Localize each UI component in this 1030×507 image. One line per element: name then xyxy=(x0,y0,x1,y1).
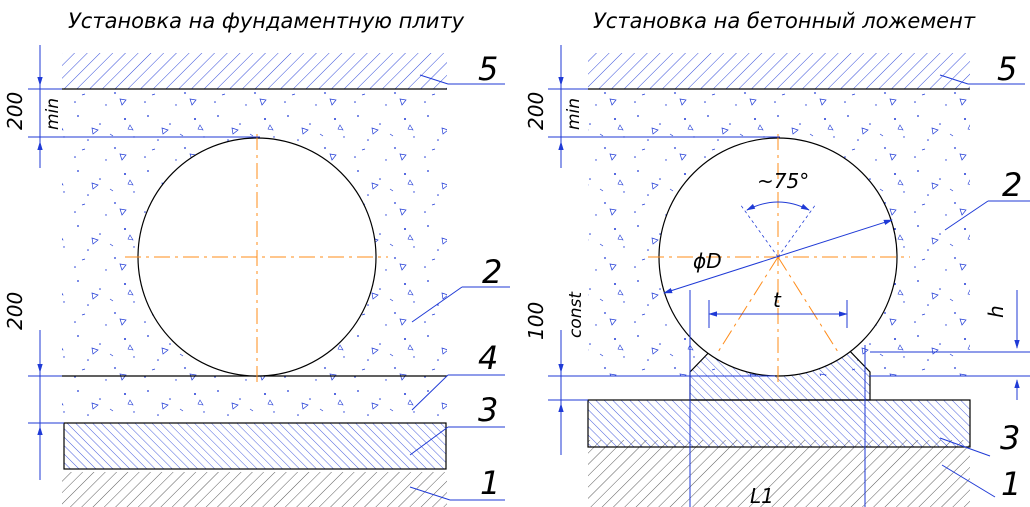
left-dim-top-value: 200 xyxy=(3,92,27,130)
right-title: Установка на бетонный ложемент xyxy=(593,9,976,33)
left-panel: Установка на фундаментную плиту 200 min … xyxy=(3,9,510,507)
right-ground xyxy=(588,440,970,507)
left-foundation-plate xyxy=(63,422,447,470)
right-dim-mid-value: 100 xyxy=(524,302,548,340)
left-callout-2: 2 xyxy=(482,253,502,291)
right-top-slab xyxy=(588,53,970,89)
left-title: Установка на фундаментную плиту xyxy=(68,9,465,33)
right-angle-label: ~75° xyxy=(757,169,809,193)
left-top-slab xyxy=(62,53,447,89)
right-dim-top-value: 200 xyxy=(524,92,548,130)
left-ground xyxy=(62,472,447,507)
left-callout-1: 1 xyxy=(480,464,500,502)
right-height-label: h xyxy=(984,305,1008,318)
right-callout-3: 3 xyxy=(1000,419,1020,457)
right-diameter-line xyxy=(663,219,893,294)
right-length-label: L1 xyxy=(750,484,774,507)
right-panel: Установка на бетонный ложемент ~75° ϕD t xyxy=(524,9,1030,507)
right-callout-2: 2 xyxy=(1002,166,1022,204)
right-callout-1: 1 xyxy=(1001,465,1021,503)
left-callout-3: 3 xyxy=(478,391,498,429)
left-callout-5: 5 xyxy=(478,50,498,88)
left-callout-4: 4 xyxy=(478,339,498,377)
right-chord-label: t xyxy=(773,288,782,312)
right-foundation-plate xyxy=(587,399,971,448)
right-dim-top-note: min xyxy=(564,98,584,130)
right-dim-mid-note: const xyxy=(566,291,586,338)
right-diameter-label: ϕD xyxy=(693,249,722,273)
left-dim-mid-value: 200 xyxy=(3,292,27,330)
left-dim-top-note: min xyxy=(43,98,63,130)
right-callout-5: 5 xyxy=(997,50,1017,88)
